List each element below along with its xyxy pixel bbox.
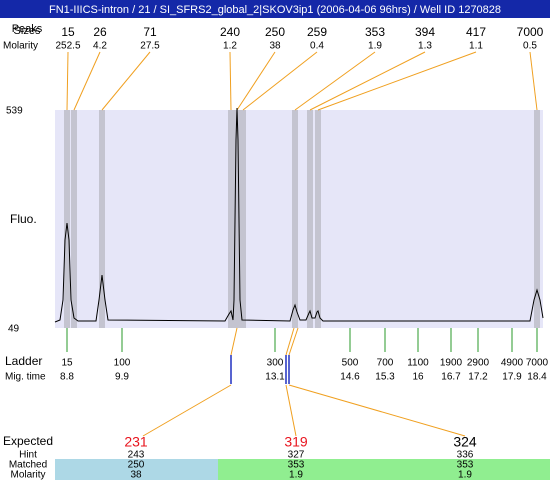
molarity-label-2: Molarity — [10, 470, 45, 480]
molarity-label: Molarity — [3, 41, 38, 52]
peak-band — [71, 110, 77, 328]
peak-connector — [229, 51, 232, 111]
ladder-time: 14.6 — [340, 372, 360, 383]
ladder-size: 1100 — [407, 358, 429, 369]
peak-molarity: 252.5 — [55, 41, 80, 52]
matched-label: Matched — [9, 460, 47, 471]
peak-molarity: 1.2 — [223, 41, 237, 52]
expected-size: 324 — [453, 434, 477, 450]
peak-band — [228, 110, 234, 328]
matched-size: 353 — [288, 460, 305, 471]
ladder-label: Ladder — [5, 354, 42, 368]
peak-size: 259 — [307, 25, 327, 39]
y-max-label: 539 — [6, 106, 23, 117]
sizes-label: Sizes — [14, 25, 41, 37]
ladder-size: 100 — [114, 358, 131, 369]
peak-size: 394 — [415, 25, 435, 39]
ladder-size: 2900 — [467, 358, 490, 369]
ladder-size: 15 — [61, 358, 73, 369]
ladder-size: 500 — [342, 358, 359, 369]
peak-size: 71 — [143, 25, 157, 39]
peak-size: 417 — [466, 25, 486, 39]
hint-size: 327 — [288, 450, 305, 461]
expected-size: 231 — [124, 434, 148, 450]
peak-band — [315, 110, 321, 328]
peak-molarity: 1.3 — [418, 41, 432, 52]
peak-molarity: 0.4 — [310, 41, 324, 52]
peak-connector — [529, 51, 538, 111]
matched-molarity: 38 — [130, 470, 142, 480]
ladder-size: 7000 — [526, 358, 549, 369]
hint-size: 336 — [457, 450, 474, 461]
title: FN1-IIICS-intron / 21 / SI_SFRS2_global_… — [49, 4, 501, 16]
peak-band — [234, 110, 240, 328]
peaks-label: Peaks — [12, 23, 43, 35]
ladder-time: 17.2 — [468, 372, 488, 383]
match-connectors — [142, 327, 466, 437]
hint-label: Hint — [19, 450, 37, 461]
ladder-size: 700 — [377, 358, 394, 369]
y-axis-label: Fluo. — [10, 212, 37, 226]
ladder-time: 16 — [412, 372, 424, 383]
ladder-size: 4900 — [501, 358, 524, 369]
ladder-time: 15.3 — [375, 372, 395, 383]
ladder-size: 300 — [267, 358, 284, 369]
ladder-time: 9.9 — [115, 372, 129, 383]
peak-connector — [294, 51, 376, 111]
matched-molarity: 1.9 — [458, 470, 472, 480]
matched-bg-2 — [218, 459, 550, 480]
peak-connector — [236, 51, 276, 111]
expected-size: 319 — [284, 434, 308, 450]
peak-band — [99, 110, 105, 328]
trace — [54, 107, 544, 323]
peak-molarity: 1.1 — [469, 41, 483, 52]
peak-molarity: 27.5 — [140, 41, 160, 52]
mig-time-label: Mig. time — [5, 372, 46, 383]
peak-molarity: 38 — [269, 41, 281, 52]
peak-band — [307, 110, 313, 328]
hint-size: 243 — [128, 450, 145, 461]
peak-size: 240 — [220, 25, 240, 39]
peak-band — [64, 110, 70, 328]
peak-connector — [309, 51, 426, 111]
matched-size: 353 — [457, 460, 474, 471]
peak-band — [292, 110, 298, 328]
match-marks — [230, 355, 290, 384]
title-bar — [0, 0, 550, 18]
matched-size: 250 — [128, 460, 145, 471]
peak-molarity: 0.5 — [523, 41, 537, 52]
ladder-size: 1900 — [440, 358, 463, 369]
peak-size: 250 — [265, 25, 285, 39]
peak-size: 353 — [365, 25, 385, 39]
ladder-time: 16.7 — [441, 372, 461, 383]
matched-molarity: 1.9 — [289, 470, 303, 480]
matched-bg-1 — [55, 459, 218, 480]
peak-connector — [242, 51, 318, 111]
peak-connector — [66, 51, 69, 111]
ladder-time: 8.8 — [60, 372, 74, 383]
peak-connector — [73, 51, 101, 111]
peak-connector — [101, 51, 151, 111]
peak-band — [534, 110, 540, 328]
peak-size: 26 — [93, 25, 107, 39]
peak-connector — [317, 51, 477, 111]
ladder-time: 17.9 — [502, 372, 522, 383]
peak-band — [240, 110, 246, 328]
peak-molarity: 4.2 — [93, 41, 107, 52]
peak-size: 15 — [61, 25, 75, 39]
ladder-time: 18.4 — [527, 372, 547, 383]
expected-label: Expected — [3, 434, 53, 448]
peak-molarity: 1.9 — [368, 41, 382, 52]
ladder-time: 13.1 — [265, 372, 285, 383]
plot-area — [55, 110, 543, 328]
peak-size: 7000 — [517, 25, 544, 39]
y-min-label: 49 — [8, 324, 20, 335]
